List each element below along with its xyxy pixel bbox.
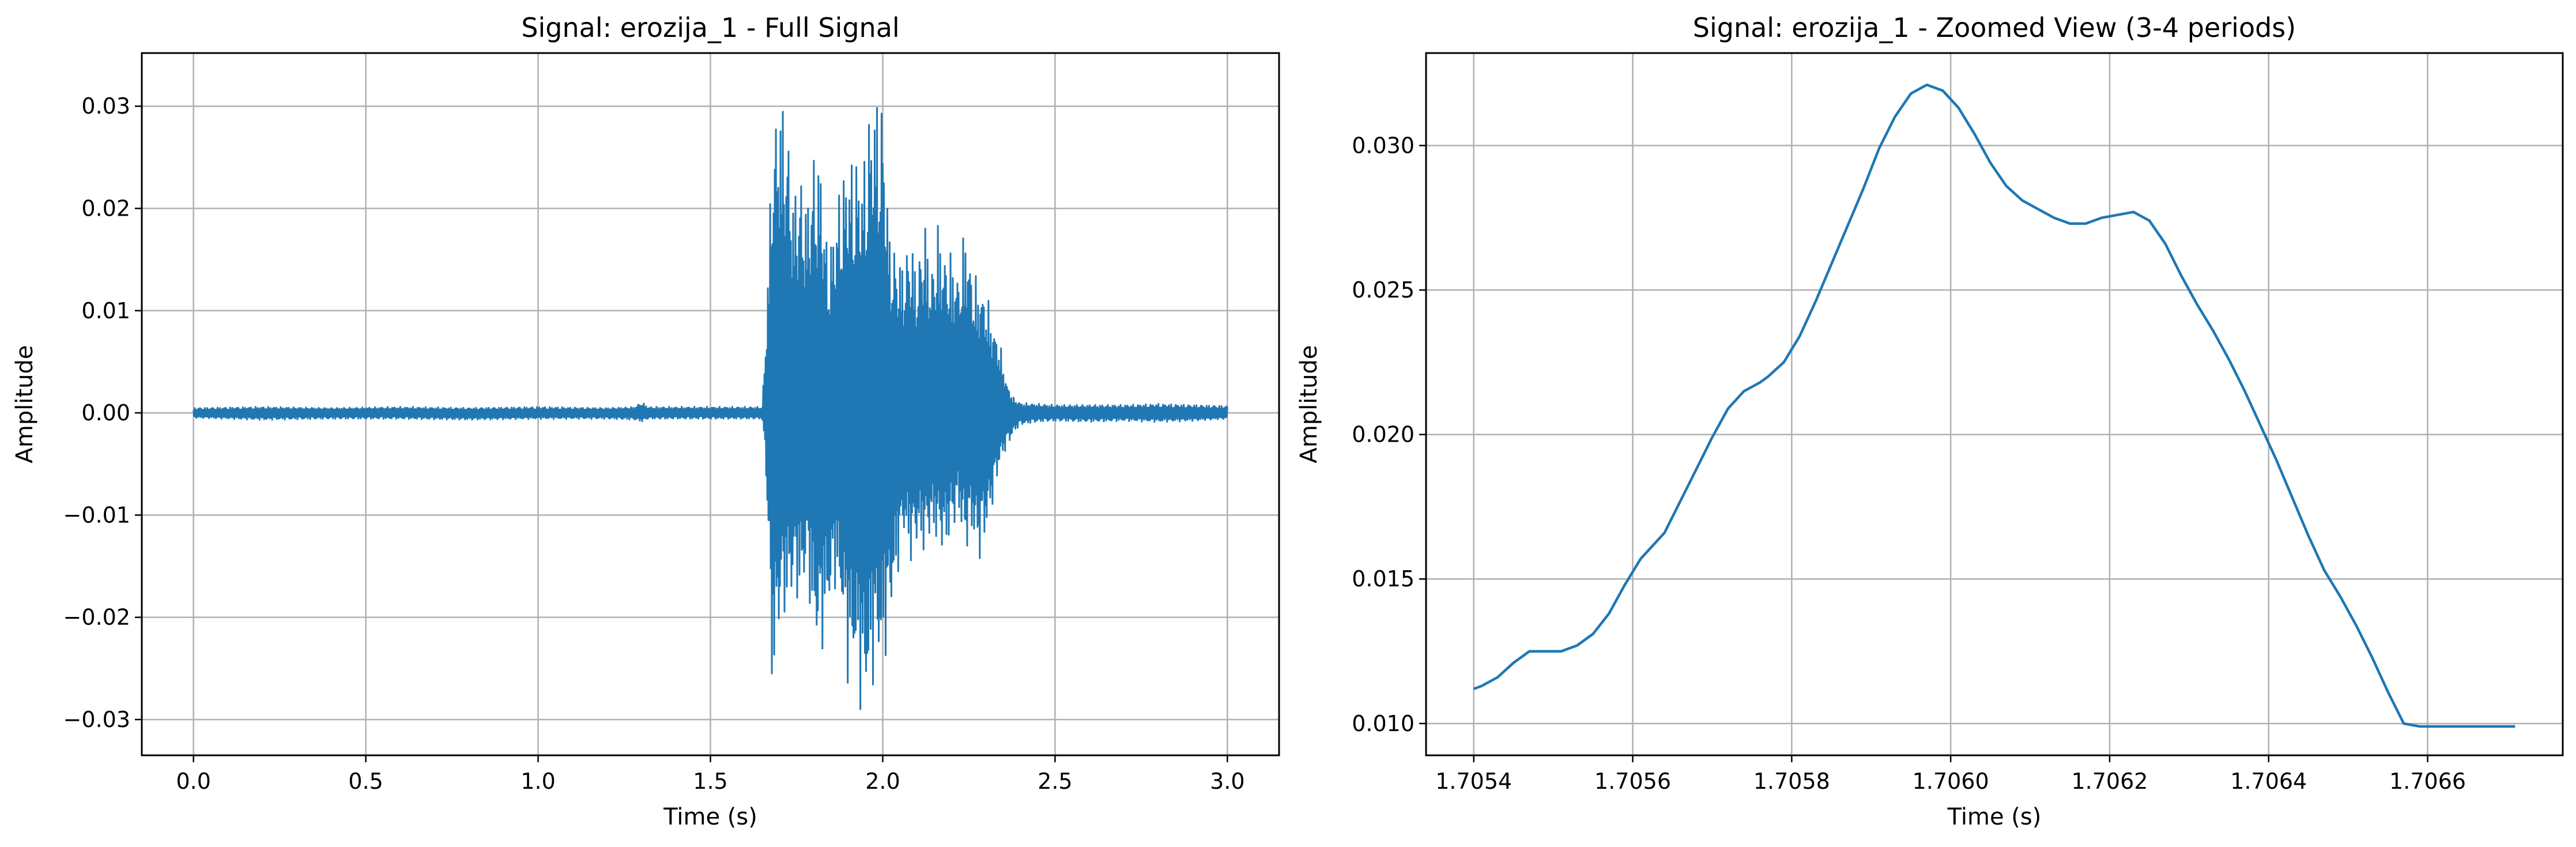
zoomed-view-x-tick-label: 1.7058 (1753, 769, 1830, 794)
zoomed-view-grid (1426, 53, 2563, 755)
full-signal-y-tick-label: 0.03 (81, 93, 130, 119)
zoomed-view-x-tick-label: 1.7062 (2071, 769, 2148, 794)
zoomed-view-series (1473, 83, 2515, 728)
full-signal-x-ticks: 0.0 0.5 1.0 1.5 2.0 2.5 3.0 (176, 755, 1245, 794)
full-signal-x-tick-label: 2.0 (865, 769, 900, 794)
zoomed-view-y-tick-label: 0.015 (1352, 566, 1415, 592)
zoomed-view-x-axis-label: Time (s) (1947, 804, 2042, 830)
full-signal-x-tick-label: 1.5 (693, 769, 727, 794)
zoomed-view-y-tick-label: 0.025 (1352, 277, 1415, 303)
full-signal-x-tick-label: 1.0 (521, 769, 555, 794)
zoomed-view-axes-frame (1425, 52, 2564, 756)
full-signal-signal-line (193, 107, 1228, 710)
full-signal-x-tick-label: 3.0 (1210, 769, 1244, 794)
full-signal-y-tick-label: −0.01 (63, 502, 130, 528)
zoomed-view-x-tick-label: 1.7060 (1913, 769, 1989, 794)
zoomed-view-y-axis-label: Amplitude (1296, 345, 1322, 464)
full-signal-y-axis-label: Amplitude (12, 345, 38, 464)
zoomed-view-x-tick-label: 1.7054 (1435, 769, 1512, 794)
zoomed-view-plot: 1.7054 1.7056 1.7058 1.7060 1.7062 1.7064 1.70… (1296, 12, 2564, 830)
full-signal-y-tick-label: 0.01 (81, 298, 130, 323)
zoomed-view-y-ticks: 0.010 0.015 0.020 0.025 0.030 (1352, 133, 1426, 736)
full-signal-y-tick-label: −0.03 (63, 707, 130, 732)
full-signal-y-tick-label: −0.02 (63, 605, 130, 630)
zoomed-view-y-tick-label: 0.030 (1352, 133, 1415, 158)
full-signal-y-tick-label: 0.02 (81, 195, 130, 221)
full-signal-x-axis-label: Time (s) (663, 804, 757, 830)
full-signal-x-tick-label: 2.5 (1038, 769, 1072, 794)
zoomed-view-x-tick-label: 1.7066 (2389, 769, 2466, 794)
full-signal-title: Signal: erozija_1 - Full Signal (521, 12, 899, 43)
zoomed-view-title: Signal: erozija_1 - Zoomed View (3-4 per… (1693, 12, 2296, 43)
zoomed-view-y-tick-label: 0.020 (1352, 422, 1415, 447)
zoomed-view-y-tick-label: 0.010 (1352, 711, 1415, 736)
full-signal-x-tick-label: 0.0 (176, 769, 210, 794)
zoomed-view-x-tick-label: 1.7064 (2230, 769, 2307, 794)
zoomed-view-x-tick-label: 1.7056 (1594, 769, 1671, 794)
full-signal-series (193, 107, 1228, 710)
zoomed-view-x-ticks: 1.7054 1.7056 1.7058 1.7060 1.7062 1.7064 1.70… (1435, 755, 2466, 794)
full-signal-y-tick-label: 0.00 (81, 400, 130, 426)
full-signal-y-ticks: −0.03 −0.02 −0.01 0.00 0.01 0.02 0.03 (63, 93, 142, 732)
zoomed-view-signal-line (1473, 83, 2515, 728)
full-signal-plot: 0.0 0.5 1.0 1.5 2.0 2.5 3.0 −0.03 −0.02 −0.01 0.0… (12, 12, 1280, 830)
full-signal-x-tick-label: 0.5 (348, 769, 383, 794)
